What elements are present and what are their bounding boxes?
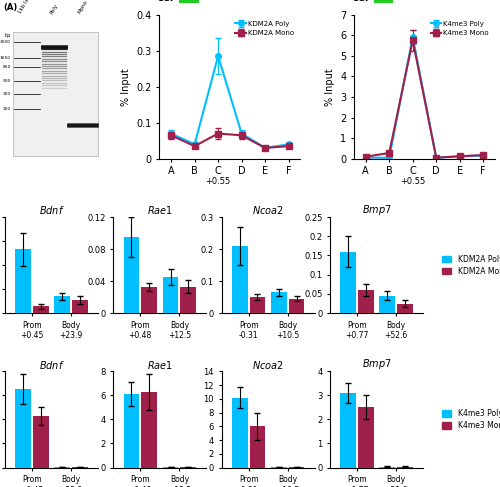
Text: +0.55: +0.55 bbox=[206, 177, 231, 186]
Title: $Bmp7$: $Bmp7$ bbox=[362, 357, 392, 372]
Text: 3000: 3000 bbox=[0, 40, 11, 44]
Bar bbox=[250, 297, 265, 313]
Title: $Ncoa2$: $Ncoa2$ bbox=[252, 204, 284, 216]
Legend: K4me3 Poly, K4me3 Mono: K4me3 Poly, K4me3 Mono bbox=[428, 18, 492, 39]
Title: $Ncoa2$: $Ncoa2$ bbox=[252, 358, 284, 371]
Text: +0.55: +0.55 bbox=[400, 177, 425, 186]
Text: (A): (A) bbox=[3, 3, 17, 12]
Title: $Rae1$: $Rae1$ bbox=[147, 204, 173, 216]
Bar bbox=[180, 287, 196, 313]
Y-axis label: % Input: % Input bbox=[121, 68, 131, 106]
Bar bbox=[271, 292, 287, 313]
Text: CGI: CGI bbox=[156, 0, 174, 3]
Text: 300: 300 bbox=[3, 92, 11, 96]
Bar bbox=[124, 237, 140, 313]
Bar bbox=[141, 392, 157, 468]
Bar bbox=[380, 467, 395, 468]
Bar bbox=[358, 408, 374, 468]
Text: Mono: Mono bbox=[76, 0, 88, 15]
Legend: KDM2A Poly, KDM2A Mono: KDM2A Poly, KDM2A Mono bbox=[442, 255, 500, 276]
Bar bbox=[33, 416, 48, 468]
Bar bbox=[141, 287, 157, 313]
Bar bbox=[13, 32, 98, 156]
Bar bbox=[250, 426, 265, 468]
Bar bbox=[179, 0, 199, 3]
Bar bbox=[232, 246, 248, 313]
Bar bbox=[72, 300, 88, 313]
Title: $Bmp7$: $Bmp7$ bbox=[362, 203, 392, 217]
Bar bbox=[232, 397, 248, 468]
Legend: KDM2A Poly, KDM2A Mono: KDM2A Poly, KDM2A Mono bbox=[232, 18, 297, 39]
Text: Poly: Poly bbox=[50, 2, 59, 15]
Bar bbox=[163, 277, 178, 313]
Bar bbox=[358, 290, 374, 313]
Bar bbox=[374, 0, 394, 3]
Text: 500: 500 bbox=[2, 79, 11, 83]
Title: $Rae1$: $Rae1$ bbox=[147, 358, 173, 371]
Bar bbox=[124, 394, 140, 468]
Y-axis label: % Input: % Input bbox=[324, 68, 334, 106]
Legend: K4me3 Poly, K4me3 Mono: K4me3 Poly, K4me3 Mono bbox=[442, 409, 500, 430]
Bar bbox=[54, 296, 70, 313]
Text: bp: bp bbox=[5, 33, 11, 38]
Bar bbox=[397, 467, 412, 468]
Bar bbox=[16, 390, 31, 468]
Text: 1kb ladder: 1kb ladder bbox=[18, 0, 36, 15]
Bar bbox=[380, 296, 395, 313]
Title: $Bdnf$: $Bdnf$ bbox=[38, 204, 64, 216]
Text: 100: 100 bbox=[3, 107, 11, 111]
Text: 1650: 1650 bbox=[0, 56, 11, 60]
Bar bbox=[340, 393, 356, 468]
Bar bbox=[16, 249, 31, 313]
Bar bbox=[33, 306, 48, 313]
Text: 850: 850 bbox=[2, 65, 11, 69]
Bar bbox=[340, 252, 356, 313]
Bar bbox=[288, 299, 304, 313]
Text: CGI: CGI bbox=[351, 0, 368, 3]
Title: $Bdnf$: $Bdnf$ bbox=[38, 358, 64, 371]
Bar bbox=[397, 303, 412, 313]
